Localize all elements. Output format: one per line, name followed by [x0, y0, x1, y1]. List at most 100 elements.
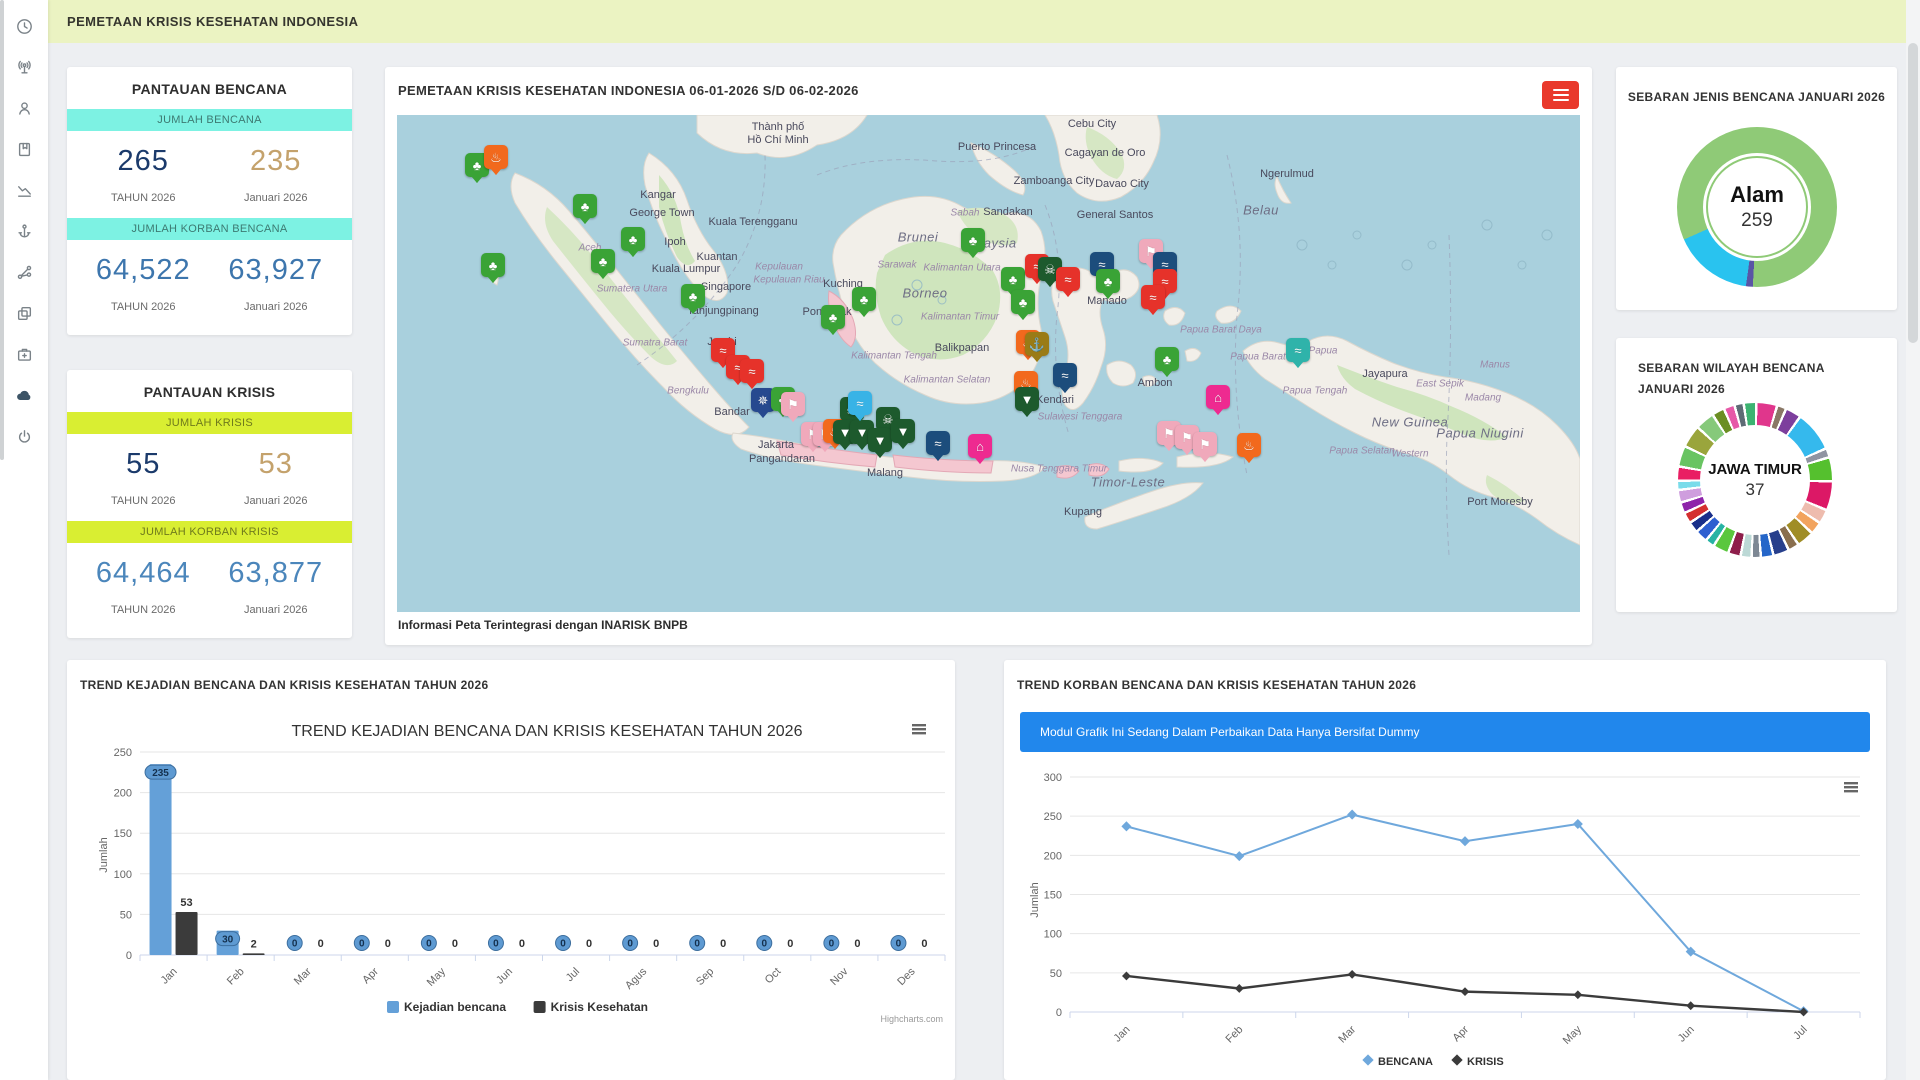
bar-chart[interactable]: TREND KEJADIAN BENCANA DAN KRISIS KESEHA… [67, 700, 955, 1080]
map-base-layer [397, 115, 1580, 612]
tree-marker-icon: ♣ [859, 291, 869, 307]
bar-chart-menu-icon[interactable] [912, 724, 926, 735]
map-marker-puting[interactable]: ▼ [1015, 387, 1039, 417]
map-marker-puting[interactable]: ▼ [891, 419, 915, 449]
map-marker-pohon[interactable]: ♣ [681, 284, 705, 314]
line-point[interactable] [1460, 987, 1470, 997]
line-point[interactable] [1686, 1001, 1696, 1011]
share-nodes-icon[interactable] [4, 252, 44, 293]
line-point[interactable] [1573, 990, 1583, 1000]
highcharts-credit[interactable]: Highcharts.com [880, 1014, 943, 1024]
line-point[interactable] [1122, 971, 1131, 981]
legend-swatch[interactable] [533, 1001, 546, 1013]
legend-swatch[interactable] [387, 1001, 399, 1013]
map-marker-pohon[interactable]: ♣ [1001, 267, 1025, 297]
line-point[interactable] [1459, 836, 1471, 847]
person-icon[interactable] [4, 88, 44, 129]
anchor-icon[interactable] [4, 211, 44, 252]
legend-label[interactable]: KRISIS [1467, 1056, 1504, 1068]
wave-marker-icon: ≈ [1061, 367, 1069, 383]
map-marker-biru[interactable]: ≈ [848, 391, 872, 421]
map-marker-ombak[interactable]: ≈ [1053, 363, 1077, 393]
map-marker-pohon[interactable]: ♣ [1096, 269, 1120, 299]
map-marker-pohon[interactable]: ♣ [591, 249, 615, 279]
bar-kejadian-zero[interactable] [890, 935, 907, 951]
map-marker-pohon[interactable]: ♣ [961, 228, 985, 258]
line-point[interactable] [1685, 946, 1696, 957]
chart-line-icon[interactable] [4, 170, 44, 211]
book-icon[interactable] [4, 129, 44, 170]
map-marker-perahu[interactable]: ⚓ [1025, 332, 1049, 362]
copy-icon[interactable] [4, 293, 44, 334]
bar-kejadian-zero[interactable] [555, 935, 572, 951]
legend-label[interactable]: Krisis Kesehatan [551, 1000, 648, 1014]
map-marker-pohon[interactable]: ♣ [852, 287, 876, 317]
map-marker-magenta[interactable]: ⌂ [1206, 385, 1230, 415]
bar-kejadian[interactable] [149, 764, 172, 955]
legend-swatch[interactable] [1362, 1054, 1374, 1066]
line-point[interactable] [1572, 818, 1583, 829]
bar-kejadian-zero[interactable] [420, 935, 437, 951]
map-marker-ombak[interactable]: ≈ [926, 431, 950, 461]
bar-kejadian-zero[interactable] [286, 935, 303, 951]
line-point[interactable] [1234, 984, 1244, 993]
cloud-icon[interactable] [4, 375, 44, 416]
line-point[interactable] [1347, 809, 1358, 820]
legend-label[interactable]: BENCANA [1378, 1056, 1433, 1068]
donut-wilayah-chart[interactable]: JAWA TIMUR 37 [1678, 403, 1832, 557]
map-marker-pohon[interactable]: ♣ [1155, 347, 1179, 377]
indonesia-map[interactable]: Thành phố Hồ Chí Minh Kangar George Town Kua… [397, 115, 1580, 612]
bar-kejadian-zero[interactable] [689, 935, 706, 951]
legend-label[interactable]: Kejadian bencana [404, 1000, 506, 1014]
map-marker-banjir[interactable]: ≈ [1141, 285, 1165, 315]
map-marker-puting[interactable]: ▼ [868, 428, 892, 458]
power-icon[interactable] [4, 416, 44, 457]
map-marker-teal[interactable]: ≈ [1286, 338, 1310, 368]
wave-marker-icon: ≈ [1098, 256, 1106, 272]
legend-swatch[interactable] [1451, 1054, 1463, 1066]
map-marker-pohon[interactable]: ♣ [821, 305, 845, 335]
bar-krisis[interactable] [242, 953, 265, 955]
map-marker-pohon[interactable]: ♣ [481, 253, 505, 283]
map-marker-krisis[interactable]: ⚑ [781, 392, 805, 422]
map-marker-banjir[interactable]: ≈ [711, 338, 735, 368]
map-menu-button[interactable] [1542, 81, 1579, 109]
flood-marker-icon: ≈ [1033, 258, 1041, 274]
stat-value: 64,464 [95, 557, 191, 589]
stat-label: TAHUN 2026 [110, 495, 176, 507]
line-point[interactable] [1234, 851, 1245, 862]
map-marker-banjir[interactable]: ≈ [740, 359, 764, 389]
map-marker-api[interactable]: ♨ [1237, 433, 1261, 463]
page-scrollbar-thumb[interactable] [1908, 43, 1918, 343]
map-marker-pohon[interactable]: ♣ [573, 194, 597, 224]
bar-kejadian-zero[interactable] [756, 935, 773, 951]
map-marker-api[interactable]: ♨ [484, 145, 508, 175]
map-marker-magenta[interactable]: ⌂ [968, 434, 992, 464]
clock-icon[interactable] [4, 6, 44, 47]
medkit-icon[interactable] [4, 334, 44, 375]
bar-kejadian-zero[interactable] [622, 935, 639, 951]
line-chart[interactable]: 0 50 100 150 200 250 300 Jumlah Jan Feb Mar Apr May J… [1004, 760, 1886, 1080]
line-point[interactable] [1347, 969, 1357, 979]
map-marker-pohon[interactable]: ♣ [621, 227, 645, 257]
map-marker-tail [787, 414, 799, 428]
line-chart-menu-icon[interactable] [1844, 782, 1858, 793]
page-scrollbar[interactable] [1906, 0, 1920, 1080]
map-marker-tail [932, 453, 944, 467]
line-point[interactable] [1121, 821, 1132, 832]
card-title: PANTAUAN KRISIS [143, 384, 276, 400]
donut-jenis-chart[interactable]: Alam 259 [1677, 127, 1837, 287]
tree-marker-icon: ♣ [1162, 351, 1172, 367]
map-marker-banjir[interactable]: ≈ [1056, 267, 1080, 297]
bar-kejadian-zero[interactable] [823, 935, 840, 951]
bar-kejadian-zero[interactable] [353, 935, 370, 951]
map-marker-pohon[interactable]: ♣ [1011, 290, 1035, 320]
map-marker-banjir[interactable]: ≈ [1153, 269, 1177, 299]
map-marker-krisis[interactable]: ⚑ [1193, 432, 1217, 462]
sidebar-scrollbar[interactable] [0, 0, 4, 460]
bar-kejadian-zero[interactable] [487, 935, 504, 951]
bar-krisis[interactable] [175, 911, 198, 955]
map-marker-tail [1292, 360, 1304, 374]
broadcast-tower-icon[interactable] [4, 47, 44, 88]
map-marker-tail [1062, 289, 1074, 303]
